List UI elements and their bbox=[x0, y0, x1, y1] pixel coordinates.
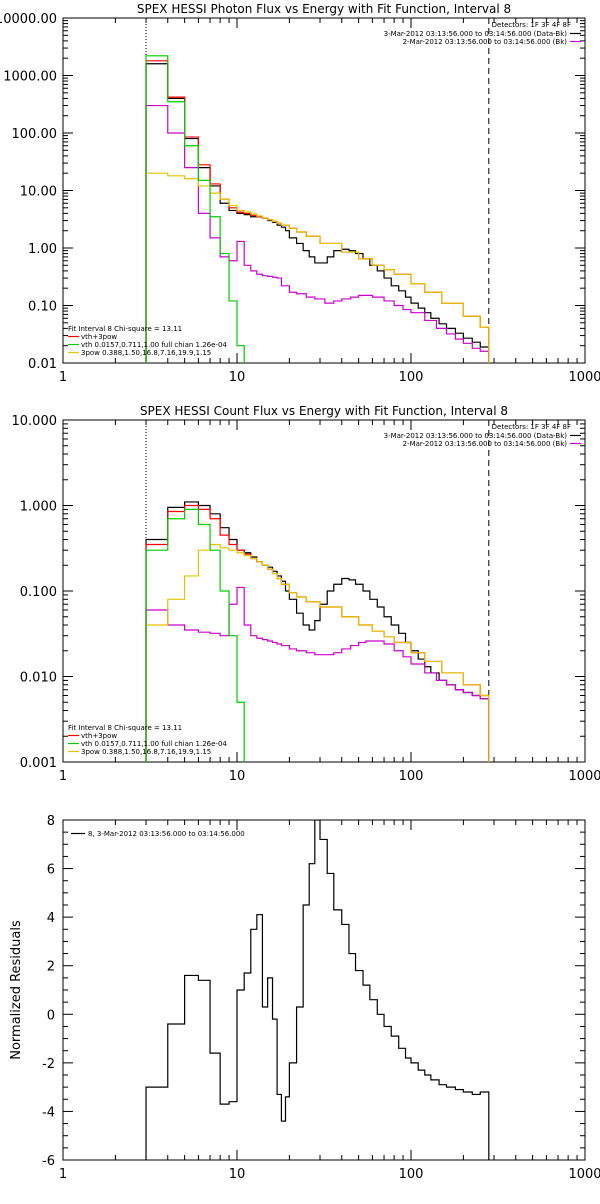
y-tick-label: 10000.00 bbox=[0, 12, 57, 27]
y-tick-label: 4 bbox=[47, 911, 55, 926]
legend-entry: vth 0.0157,0.711,1.00 full chian 1.26e-0… bbox=[81, 740, 227, 748]
detectors-label: Detectors: 1F 3F 4F 8F bbox=[492, 423, 571, 431]
legend-entry: 3pow 0.388,1.50,16.8,7.16,19.9,1.15 bbox=[81, 349, 211, 357]
series-residuals bbox=[146, 820, 489, 1160]
legend-entry: 2-Mar-2012 03:13:56.000 to 03:14:56.000 … bbox=[403, 440, 568, 448]
x-tick-label: 1 bbox=[59, 370, 67, 385]
y-tick-label: 1.000 bbox=[20, 500, 57, 515]
series-3pow bbox=[146, 173, 489, 363]
x-tick-label: 100 bbox=[399, 370, 424, 385]
y-tick-label: -6 bbox=[42, 1154, 55, 1169]
y-tick-label: 6 bbox=[47, 863, 55, 878]
chart-title: SPEX HESSI Photon Flux vs Energy with Fi… bbox=[137, 2, 511, 16]
y-tick-label: 0.100 bbox=[20, 585, 57, 600]
plot-frame bbox=[63, 820, 585, 1160]
chart-title: SPEX HESSI Count Flux vs Energy with Fit… bbox=[140, 404, 508, 418]
y-tick-label: 0.01 bbox=[28, 357, 57, 372]
legend-entry: 3pow 0.388,1.50,16.8,7.16,19.9,1.15 bbox=[81, 748, 211, 756]
plot-frame bbox=[63, 420, 585, 762]
legend-entry: vth+3pow bbox=[81, 732, 117, 740]
y-tick-label: 1.00 bbox=[28, 242, 57, 257]
legend-entry: 8, 3-Mar-2012 03:13:56.000 to 03:14:56.0… bbox=[88, 830, 245, 838]
y-tick-label: 8 bbox=[47, 814, 55, 829]
y-tick-label: 10.000 bbox=[12, 414, 58, 429]
series-vth-3pow bbox=[146, 506, 489, 763]
series-bk bbox=[146, 106, 489, 363]
y-tick-label: -2 bbox=[42, 1057, 55, 1072]
series-data-bk bbox=[146, 502, 489, 762]
series-group bbox=[146, 820, 489, 1160]
x-tick-label: 1 bbox=[59, 1167, 67, 1182]
legend-entry: 2-Mar-2012 03:13:56.000 to 03:14:56.000 … bbox=[403, 38, 568, 46]
chart-panel-2: SPEX HESSI Count Flux vs Energy with Fit… bbox=[12, 404, 600, 788]
x-tick-label: 10 bbox=[229, 769, 246, 784]
series-data-bk bbox=[146, 64, 489, 363]
detectors-label: Detectors: 1F 3F 4F 8F bbox=[492, 21, 571, 29]
y-tick-label: 0.010 bbox=[20, 671, 57, 686]
legend-entry: vth 0.0157,0.711,1.00 full chian 1.26e-0… bbox=[81, 341, 227, 349]
y-tick-label: 0 bbox=[47, 1008, 55, 1023]
y-tick-label: 0.10 bbox=[28, 300, 57, 315]
x-tick-label: 1 bbox=[59, 769, 67, 784]
legend-entry: vth+3pow bbox=[81, 333, 117, 341]
x-tick-label: 1000 bbox=[568, 1167, 600, 1182]
y-tick-label: -4 bbox=[42, 1105, 55, 1120]
y-axis-label: Normalized Residuals bbox=[9, 920, 24, 1060]
y-tick-label: 1000.00 bbox=[3, 70, 57, 85]
series-bk bbox=[146, 587, 489, 762]
legend-heading: Fit Interval 8 Chi-square = 13.11 bbox=[68, 325, 182, 333]
legend-entry: 3-Mar-2012 03:13:56.000 to 03:14:56.000 … bbox=[384, 30, 568, 38]
chart-panel-3: 1 10 100 1000 -6 -4 -2 0 2 4 6 8 Normalized Residual… bbox=[9, 814, 600, 1182]
x-tick-label: 100 bbox=[399, 1167, 424, 1182]
plot-frame bbox=[63, 18, 585, 363]
x-tick-label: 1000 bbox=[568, 769, 600, 784]
x-tick-label: 10 bbox=[229, 1167, 246, 1182]
x-tick-label: 10 bbox=[229, 370, 246, 385]
y-tick-label: 10.00 bbox=[20, 185, 57, 200]
y-tick-label: 100.00 bbox=[12, 127, 58, 142]
legend-heading: Fit Interval 8 Chi-square = 13.11 bbox=[68, 724, 182, 732]
y-tick-label: 2 bbox=[47, 960, 55, 975]
x-tick-label: 1000 bbox=[568, 370, 600, 385]
y-tick-label: 0.001 bbox=[20, 756, 57, 771]
series-3pow bbox=[146, 544, 489, 762]
series-group bbox=[146, 56, 489, 381]
legend-entry: 3-Mar-2012 03:13:56.000 to 03:14:56.000 … bbox=[384, 432, 568, 440]
x-tick-label: 100 bbox=[399, 769, 424, 784]
chart-panel-1: SPEX HESSI Photon Flux vs Energy with Fi… bbox=[0, 2, 600, 385]
